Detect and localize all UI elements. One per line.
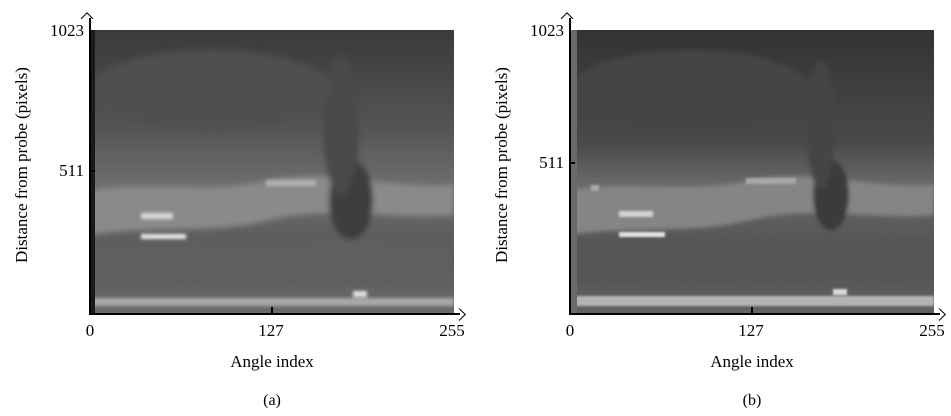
x-axis-label: Angle index xyxy=(710,352,794,371)
x-axis-arrow-icon xyxy=(933,308,946,321)
x-tick-label: 255 xyxy=(439,321,465,340)
y-tick-label: 1023 xyxy=(530,21,564,40)
plot-b: 1023 511 0 127 255 Distance from probe (… xyxy=(480,0,951,416)
ultrasound-image-b xyxy=(571,30,934,313)
x-tick-label: 0 xyxy=(565,321,575,340)
y-axis-label: Distance from probe (pixels) xyxy=(12,67,31,263)
y-tick-label: 511 xyxy=(539,153,564,172)
x-tick-label: 127 xyxy=(738,321,764,340)
y-axis xyxy=(569,18,571,315)
y-tick-label: 511 xyxy=(59,161,84,180)
x-axis xyxy=(89,313,460,315)
panel-caption: (b) xyxy=(742,392,762,409)
y-tick-label: 1023 xyxy=(50,21,84,40)
x-tick-mark xyxy=(751,307,753,313)
x-axis xyxy=(569,313,940,315)
y-axis-label: Distance from probe (pixels) xyxy=(492,67,511,263)
ultrasound-image-a xyxy=(91,30,454,313)
x-tick-label: 255 xyxy=(919,321,945,340)
x-tick-label: 127 xyxy=(258,321,284,340)
panel-a: 1023 511 0 127 255 Distance from probe (… xyxy=(12,12,466,409)
x-axis-label: Angle index xyxy=(230,352,314,371)
x-tick-label: 0 xyxy=(85,321,95,340)
y-tick-mark xyxy=(569,162,575,164)
y-tick-mark xyxy=(89,170,95,172)
x-axis-arrow-icon xyxy=(453,308,466,321)
panel-b: 1023 511 0 127 255 Distance from probe (… xyxy=(480,0,951,416)
panel-caption: (a) xyxy=(263,392,281,409)
plot-a: 1023 511 0 127 255 Distance from probe (… xyxy=(12,12,466,409)
x-tick-mark xyxy=(271,307,273,313)
y-axis xyxy=(89,18,91,315)
